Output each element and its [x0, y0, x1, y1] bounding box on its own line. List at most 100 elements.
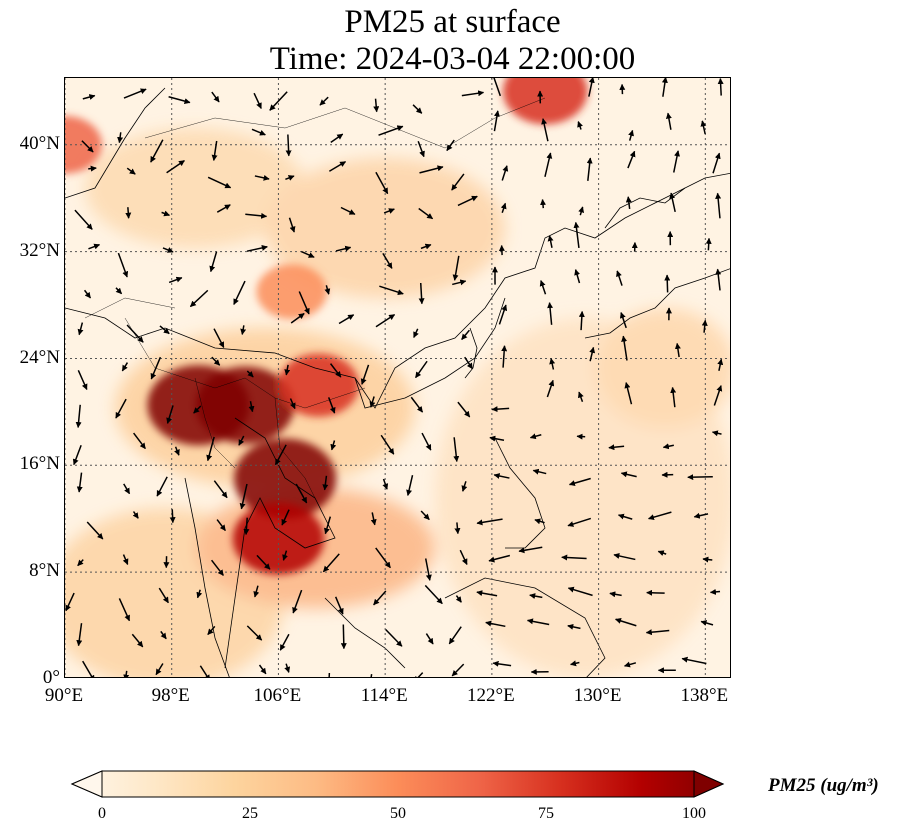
map-panel [64, 77, 731, 678]
wind-arrow [207, 176, 232, 189]
wind-arrow [414, 360, 428, 379]
wind-arrow [133, 432, 146, 450]
wind-arrow [424, 584, 443, 605]
wind-arrow [126, 324, 144, 343]
wind-arrow [576, 433, 586, 440]
wind-arrow [534, 518, 545, 525]
lon-tick: 98°E [151, 685, 190, 706]
wind-arrow [446, 139, 455, 152]
wind-arrow [340, 206, 356, 215]
wind-arrow [541, 118, 549, 142]
wind-arrow [65, 592, 75, 612]
wind-arrow [613, 553, 636, 561]
wind-arrow [210, 559, 224, 576]
wind-arrow [573, 221, 580, 249]
colorbar-gradient [70, 770, 725, 798]
wind-arrow [285, 175, 295, 181]
wind-arrow [547, 302, 554, 325]
wind-arrow [413, 328, 419, 339]
wind-arrow [322, 475, 329, 491]
wind-arrow [661, 78, 668, 97]
wind-arrow [578, 310, 585, 331]
wind-arrow [420, 243, 432, 250]
wind-arrow [540, 198, 546, 209]
pm25-hotspot [503, 78, 588, 125]
wind-arrow [284, 663, 291, 673]
wind-arrow [216, 204, 231, 213]
wind-arrow [488, 554, 511, 563]
wind-arrow [274, 444, 287, 466]
wind-arrow [166, 159, 185, 174]
wind-arrow [625, 196, 632, 209]
wind-arrow [156, 476, 168, 497]
wind-arrow [452, 279, 467, 286]
wind-arrow [161, 210, 171, 217]
lon-tick: 90°E [44, 685, 84, 706]
wind-arrow [76, 623, 83, 647]
wind-arrow [282, 550, 288, 561]
lon-tick: 138°E [680, 685, 729, 706]
wind-arrow [645, 629, 670, 636]
wind-arrow [279, 633, 290, 651]
wind-arrow [238, 435, 245, 446]
wind-arrow [125, 207, 132, 219]
wind-arrow [715, 268, 722, 291]
wind-arrow [383, 208, 395, 214]
wind-arrow [485, 620, 506, 628]
pm25-hotspot [65, 115, 102, 174]
wind-arrow [324, 516, 332, 535]
wind-arrow [126, 167, 136, 175]
wind-arrow [160, 630, 167, 640]
wind-arrow [290, 312, 305, 324]
wind-arrow [420, 510, 430, 521]
wind-arrow [713, 385, 723, 406]
wind-arrow [88, 165, 97, 172]
colorbar-tick: 0 [98, 805, 106, 822]
wind-arrow [254, 174, 270, 181]
map-title: PM25 at surface [344, 4, 561, 40]
wind-arrow [624, 382, 633, 405]
wind-arrow [461, 90, 485, 97]
country-borders [84, 97, 546, 499]
wind-arrow [412, 104, 423, 114]
wind-arrow [375, 547, 391, 569]
wind-arrow [288, 217, 296, 233]
wind-arrow [709, 588, 721, 595]
wind-arrow [453, 437, 460, 463]
colorbar-extend-min [70, 770, 103, 798]
wind-arrow [159, 325, 170, 335]
wind-arrow [425, 633, 434, 645]
lat-tick: 40°N [19, 132, 60, 154]
wind-arrow [281, 509, 290, 526]
wind-arrow [289, 398, 296, 410]
wind-arrow [674, 342, 681, 358]
wind-arrow [330, 133, 344, 144]
wind-arrow [498, 304, 508, 325]
wind-arrow [546, 379, 555, 398]
wind-arrow [380, 434, 395, 455]
wind-arrow [243, 517, 250, 536]
wind-arrow [418, 207, 434, 220]
wind-arrow [373, 98, 380, 113]
wind-arrow [253, 585, 260, 598]
wind-arrow [702, 556, 713, 563]
wind-arrow [193, 405, 202, 414]
wind-arrow [86, 521, 104, 540]
wind-arrow [168, 96, 191, 105]
wind-arrow [568, 477, 591, 486]
wind-arrow [662, 443, 674, 450]
wind-arrow [169, 509, 176, 524]
wind-arrow [322, 553, 340, 573]
wind-arrow [526, 618, 550, 626]
wind-arrow [424, 558, 432, 581]
wind-arrow [334, 596, 344, 615]
wind-arrow [324, 285, 331, 295]
wind-arrow [410, 396, 424, 413]
wind-arrow [701, 319, 708, 333]
wind-arrow [717, 78, 724, 96]
wind-arrow [421, 432, 432, 451]
wind-arrow [577, 121, 583, 130]
wind-arrow [547, 235, 554, 248]
wind-arrow [476, 518, 503, 526]
map-subtitle-time: Time: 2024-03-04 22:00:00 [269, 41, 636, 77]
